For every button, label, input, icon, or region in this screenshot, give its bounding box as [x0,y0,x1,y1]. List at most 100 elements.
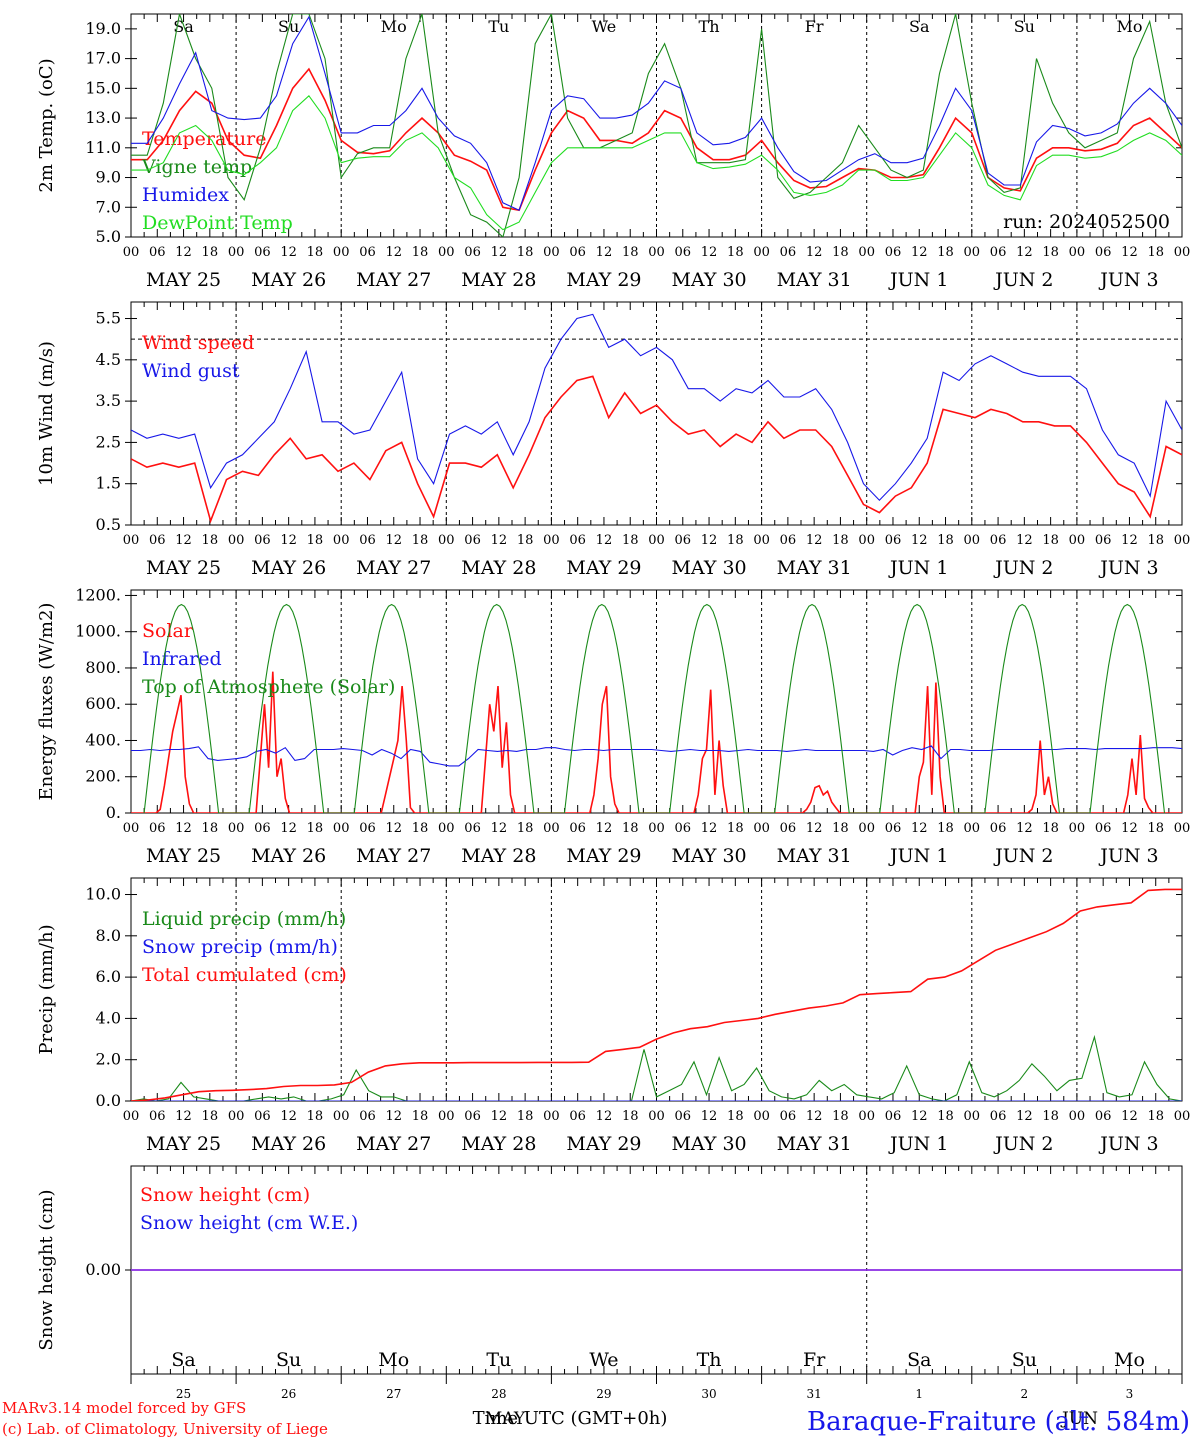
x-hour-label: 18 [937,533,954,548]
x-hour-label: 18 [937,1109,954,1124]
legend-label: Temperature [142,128,266,150]
x-date-label: MAY 25 [146,1133,221,1155]
day-number-label: 25 [176,1387,191,1401]
x-hour-label: 18 [412,821,429,836]
x-hour-label: 18 [412,245,429,260]
x-hour-label: 18 [937,245,954,260]
x-hour-label: 00 [438,245,455,260]
x-hour-label: 00 [228,245,245,260]
x-hour-label: 00 [1069,821,1086,836]
footer: MARv3.14 model forced by GFS (c) Lab. of … [2,1399,1190,1438]
x-hour-label: 06 [359,821,376,836]
y-tick-label: 4.5 [96,350,121,369]
day-name-label: Mo [1114,1349,1145,1371]
x-hour-label: 12 [701,821,718,836]
x-hour-label: 12 [911,1109,928,1124]
x-date-label: MAY 28 [461,845,536,867]
day-number-label: 28 [491,1387,506,1401]
x-hour-label: 18 [517,1109,534,1124]
x-hour-label: 00 [858,245,875,260]
x-date-label: MAY 30 [671,845,746,867]
y-tick-label: 800. [85,658,121,677]
x-hour-label: 18 [622,821,639,836]
day-name-label: Tu [488,17,509,36]
x-date-label: JUN 3 [1098,1133,1158,1155]
x-hour-label: 12 [596,533,613,548]
x-hour-label: 00 [543,821,560,836]
day-name-label: Su [1014,17,1035,36]
x-hour-label: 00 [333,245,350,260]
x-hour-label: 06 [464,821,481,836]
x-hour-label: 12 [911,533,928,548]
series-line-temperature [131,67,1182,212]
day-name-label: Fr [803,1349,826,1371]
x-date-label: MAY 26 [251,269,326,291]
x-axis-title: Time UTC (GMT+0h) [473,1408,668,1429]
x-hour-label: 00 [964,1109,981,1124]
x-hour-label: 12 [806,245,823,260]
x-hour-label: 12 [175,533,192,548]
x-hour-label: 00 [964,821,981,836]
x-hour-label: 00 [543,1109,560,1124]
day-name-label: Mo [381,17,407,36]
series-line-vigne-temp [131,14,1182,237]
x-hour-label: 00 [123,533,140,548]
x-hour-label: 06 [359,245,376,260]
x-hour-label: 18 [202,245,219,260]
x-hour-label: 06 [254,533,271,548]
x-hour-label: 18 [1147,821,1164,836]
x-hour-label: 00 [753,533,770,548]
y-tick-label: 5.0 [96,227,121,246]
x-hour-label: 06 [569,821,586,836]
x-hour-label: 18 [622,245,639,260]
x-hour-label: 00 [858,821,875,836]
x-date-label: MAY 26 [251,845,326,867]
x-hour-label: 12 [385,821,402,836]
x-date-label: MAY 28 [461,269,536,291]
x-hour-label: 18 [202,533,219,548]
x-hour-label: 18 [727,1109,744,1124]
series-line-infrared [131,745,1182,767]
x-hour-label: 00 [333,533,350,548]
x-hour-label: 00 [438,533,455,548]
x-hour-label: 12 [491,245,508,260]
x-hour-label: 18 [517,533,534,548]
x-date-label: JUN 1 [888,1133,948,1155]
y-tick-label: 600. [85,694,121,713]
day-number-label: 3 [1126,1387,1134,1401]
y-tick-label: 13.0 [85,108,121,127]
x-hour-label: 06 [780,533,797,548]
y-tick-label: 10.0 [85,885,121,904]
x-date-label: MAY 31 [777,845,852,867]
x-date-label: JUN 1 [888,269,948,291]
x-hour-label: 18 [832,245,849,260]
day-name-label: We [592,17,617,36]
x-hour-label: 12 [175,821,192,836]
day-number-label: 27 [386,1387,401,1401]
x-hour-label: 18 [622,533,639,548]
x-hour-label: 18 [622,1109,639,1124]
x-hour-label: 18 [1147,245,1164,260]
x-date-label: MAY 29 [566,557,641,579]
x-hour-label: 18 [1147,533,1164,548]
x-hour-label: 18 [937,821,954,836]
x-hour-label: 06 [1095,821,1112,836]
x-date-label: MAY 28 [461,557,536,579]
x-hour-label: 18 [727,821,744,836]
x-hour-label: 12 [1121,245,1138,260]
x-hour-label: 18 [832,533,849,548]
x-hour-label: 12 [596,821,613,836]
x-hour-label: 12 [701,245,718,260]
x-hour-label: 18 [412,533,429,548]
x-hour-label: 12 [1121,1109,1138,1124]
legend-label: Snow height (cm) [140,1184,310,1206]
x-date-label: JUN 2 [993,269,1053,291]
y-tick-label: 1000. [75,622,121,641]
x-hour-label: 12 [1121,533,1138,548]
x-hour-label: 12 [1121,821,1138,836]
x-date-label: MAY 27 [356,1133,431,1155]
legend-label: Wind gust [142,360,240,382]
x-hour-label: 00 [648,245,665,260]
x-hour-label: 00 [964,245,981,260]
y-tick-label: 400. [85,730,121,749]
